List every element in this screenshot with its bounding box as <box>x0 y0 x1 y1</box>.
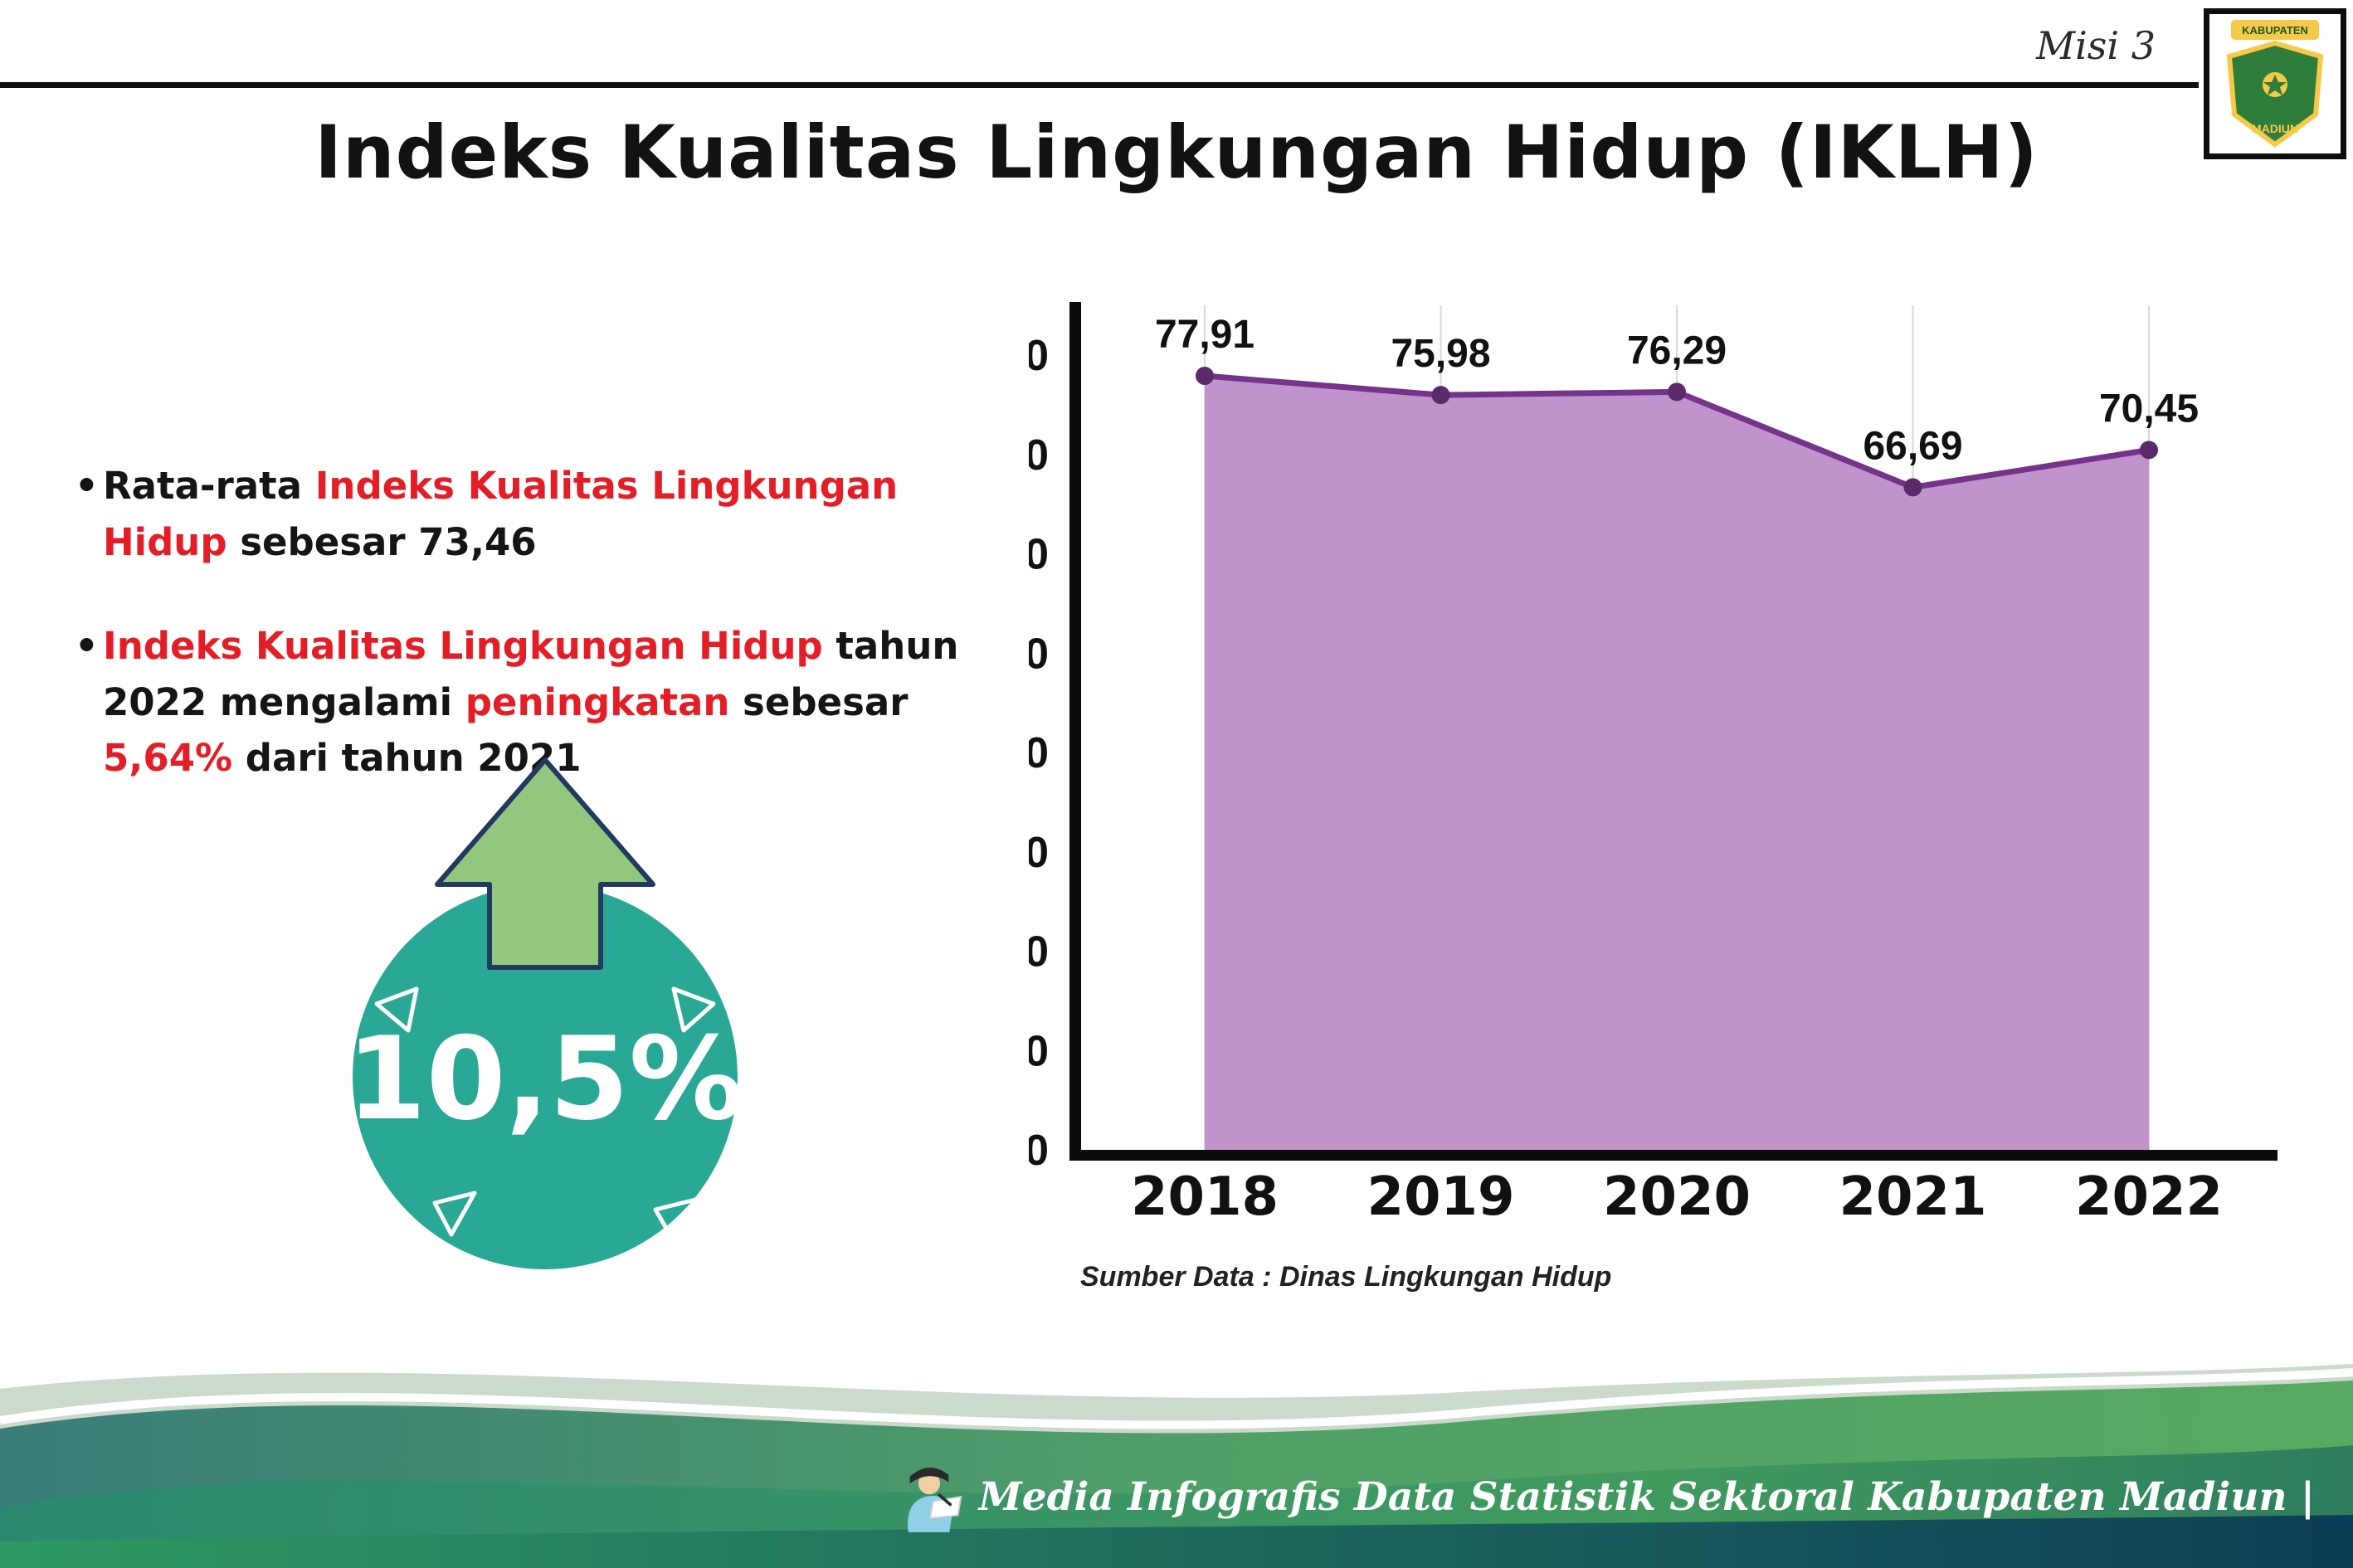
badge-value: 10,5% <box>346 1012 744 1146</box>
chart-svg: 77,91 75,98 76,29 66,69 70,45 0 10 20 30 40 50 60 70… <box>1001 302 2277 1228</box>
y-axis <box>1069 302 1081 1161</box>
footer-wave <box>0 1364 2353 1568</box>
increase-badge: 10,5% <box>309 745 790 1317</box>
bullet-dot: • <box>75 464 99 508</box>
y-tick-label: 0 <box>1029 1127 1049 1175</box>
data-label: 75,98 <box>1391 332 1490 376</box>
x-tick-label: 2022 <box>2075 1166 2223 1228</box>
shield-icon: KABUPATEN MADIUN <box>2226 20 2324 148</box>
data-point <box>1431 386 1450 405</box>
data-label: 77,91 <box>1155 313 1254 357</box>
header-rule <box>0 82 2199 88</box>
bullet2-post: dari tahun 2021 <box>232 736 582 780</box>
bullet-average-iklh: • Rata-rata Indeks Kualitas Lingkungan Hi… <box>75 458 1012 570</box>
x-tick-label: 2020 <box>1603 1166 1751 1228</box>
bullet1-post: sebesar 73,46 <box>227 519 537 564</box>
badge-decor-triangles <box>374 986 716 1244</box>
data-point <box>1196 367 1214 386</box>
chart-source: Sumber Data : Dinas Lingkungan Hidup <box>1080 1261 1612 1293</box>
bullet2-highlight-3: 5,64% <box>103 736 233 780</box>
data-label: 66,69 <box>1863 424 1962 468</box>
y-tick-label: 40 <box>1029 729 1049 777</box>
x-tick-label: 2021 <box>1839 1166 1986 1228</box>
data-point <box>1668 382 1686 402</box>
bullet2-mid-1: tahun 2022 mengalami <box>103 624 959 724</box>
data-label: 70,45 <box>2099 387 2199 431</box>
kabupaten-madiun-logo: KABUPATEN MADIUN <box>2204 8 2346 159</box>
bullet-dot: • <box>75 624 99 668</box>
area-fill <box>1205 376 2149 1151</box>
page-title: Indeks Kualitas Lingkungan Hidup (IKLH) <box>314 110 2039 195</box>
y-tick-label: 30 <box>1029 829 1049 877</box>
y-tick-label: 70 <box>1029 431 1049 480</box>
x-tick-label: 2018 <box>1131 1166 1279 1228</box>
y-tick-label: 60 <box>1029 531 1049 579</box>
logo-bottom-text: MADIUN <box>2252 122 2298 135</box>
y-tick-label: 50 <box>1029 630 1049 678</box>
y-tick-label: 10 <box>1029 1027 1049 1075</box>
x-tick-label: 2019 <box>1366 1166 1514 1228</box>
mascot-icon <box>907 1467 962 1532</box>
summary-bullets: • Rata-rata Indeks Kualitas Lingkungan Hi… <box>75 458 1012 835</box>
bullet2-mid-2: sebesar <box>729 679 909 724</box>
bullet1-pre: Rata-rata <box>103 464 315 508</box>
logo-top-text: KABUPATEN <box>2242 24 2308 37</box>
bullet-increase-2022: • Indeks Kualitas Lingkungan Hidup tahun … <box>75 618 1012 786</box>
badge-circle <box>353 884 738 1269</box>
iklh-chart: 77,91 75,98 76,29 66,69 70,45 0 10 20 30 40 50 60 70… <box>1001 295 2331 1283</box>
x-axis <box>1069 1150 2277 1161</box>
y-tick-label: 80 <box>1029 332 1049 380</box>
footer-caption: Media Infografis Data Statistik Sektoral… <box>894 1457 2315 1536</box>
bullet2-highlight-1: Indeks Kualitas Lingkungan Hidup <box>103 624 823 668</box>
data-point <box>2140 441 2158 460</box>
footer-caption-text: Media Infografis Data Statistik Sektoral… <box>978 1473 2315 1520</box>
up-arrow-icon <box>435 757 655 970</box>
bullet2-highlight-2: peningkatan <box>465 679 730 724</box>
bullet1-highlight: Indeks Kualitas Lingkungan Hidup <box>103 464 899 564</box>
data-label: 76,29 <box>1627 329 1727 373</box>
y-tick-label: 20 <box>1029 928 1049 976</box>
misi-label: Misi 3 <box>2035 23 2156 68</box>
data-point <box>1903 478 1922 497</box>
increase-badge-graphic <box>353 757 738 1269</box>
